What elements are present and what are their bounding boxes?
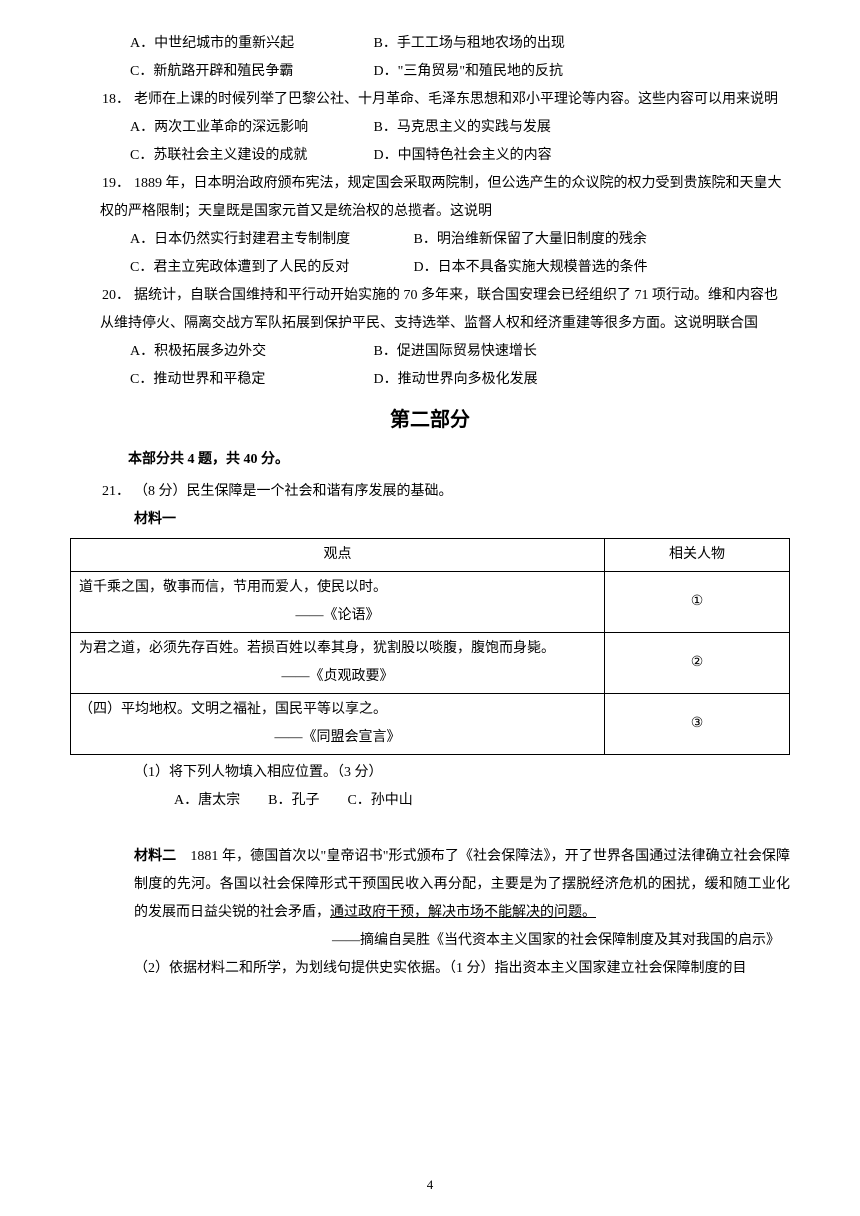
row3-blank: ③ (605, 694, 790, 755)
section2-title: 第二部分 (70, 400, 790, 440)
q18: 18． 老师在上课的时候列举了巴黎公社、十月革命、毛泽东思想和邓小平理论等内容。这… (70, 86, 790, 170)
q19-option-c: C．君主立宪政体遭到了人民的反对 (130, 254, 410, 282)
q18-option-a: A．两次工业革命的深远影响 (130, 114, 370, 142)
q20-option-c: C．推动世界和平稳定 (130, 366, 370, 394)
q20: 20．据统计，自联合国维持和平行动开始实施的 70 多年来，联合国安理会已经组织… (70, 282, 790, 394)
row1-src: ——《论语》 (79, 602, 596, 630)
q20-option-b: B．促进国际贸易快速增长 (374, 338, 537, 366)
q19-stem: 1889 年，日本明治政府颁布宪法，规定国会采取两院制，但公选产生的众议院的权力… (100, 176, 782, 219)
row1-text: 道千乘之国，敬事而信，节用而爱人，使民以时。 (79, 574, 596, 602)
q18-option-c: C．苏联社会主义建设的成就 (130, 142, 370, 170)
th-view: 观点 (71, 539, 605, 572)
th-person: 相关人物 (605, 539, 790, 572)
section2-note: 本部分共 4 题，共 40 分。 (100, 446, 790, 474)
material1-label: 材料一 (134, 506, 790, 534)
q21: 21． （8 分）民生保障是一个社会和谐有序发展的基础。 材料一 观点 相关人物 … (70, 478, 790, 983)
material2-text-underline: 通过政府干预，解决市场不能解决的问题。 (330, 905, 596, 920)
q20-stem: 据统计，自联合国维持和平行动开始实施的 70 多年来，联合国安理会已经组织了 7… (100, 288, 778, 331)
q17-option-a: A．中世纪城市的重新兴起 (130, 30, 370, 58)
row1-blank: ① (605, 572, 790, 633)
q18-option-d: D．中国特色社会主义的内容 (374, 142, 552, 170)
q17-option-b: B．手工工场与租地农场的出现 (374, 30, 565, 58)
q18-num: 18． (100, 86, 130, 114)
material2-src: ——摘编自吴胜《当代资本主义国家的社会保障制度及其对我国的启示》 (134, 927, 780, 955)
row3-view: （四）平均地权。文明之福祉，国民平等以享之。 ——《同盟会宣言》 (71, 694, 605, 755)
q18-stem: 老师在上课的时候列举了巴黎公社、十月革命、毛泽东思想和邓小平理论等内容。这些内容… (134, 92, 778, 107)
q21-sub2: （2）依据材料二和所学，为划线句提供史实依据。（1 分）指出资本主义国家建立社会… (134, 955, 790, 983)
q17-options-cd: C．新航路开辟和殖民争霸 D．"三角贸易"和殖民地的反抗 (70, 58, 790, 86)
q21-num: 21． (100, 478, 130, 506)
q17-option-d: D．"三角贸易"和殖民地的反抗 (374, 58, 564, 86)
row2-src: ——《贞观政要》 (79, 663, 596, 691)
q20-num: 20． (100, 282, 130, 310)
q17-options: A．中世纪城市的重新兴起 B．手工工场与租地农场的出现 (70, 30, 790, 58)
row3-text: （四）平均地权。文明之福祉，国民平等以享之。 (79, 696, 596, 724)
q21-stem: （8 分）民生保障是一个社会和谐有序发展的基础。 (134, 484, 453, 499)
q18-option-b: B．马克思主义的实践与发展 (374, 114, 551, 142)
q19-option-a: A．日本仍然实行封建君主专制制度 (130, 226, 410, 254)
material1-table: 观点 相关人物 道千乘之国，敬事而信，节用而爱人，使民以时。 ——《论语》 ① … (70, 538, 790, 755)
row2-blank: ② (605, 633, 790, 694)
q20-option-d: D．推动世界向多极化发展 (374, 366, 538, 394)
q19-num: 19． (100, 170, 130, 198)
q19-option-b: B．明治维新保留了大量旧制度的残余 (414, 226, 647, 254)
q19: 19．1889 年，日本明治政府颁布宪法，规定国会采取两院制，但公选产生的众议院… (70, 170, 790, 282)
row1-view: 道千乘之国，敬事而信，节用而爱人，使民以时。 ——《论语》 (71, 572, 605, 633)
q21-sub1: （1）将下列人物填入相应位置。（3 分） (134, 759, 790, 787)
material2-label: 材料二 (134, 849, 176, 864)
row2-text: 为君之道，必须先存百姓。若损百姓以奉其身，犹割股以啖腹，腹饱而身毙。 (79, 635, 596, 663)
q19-option-d: D．日本不具备实施大规模普选的条件 (414, 254, 648, 282)
row2-view: 为君之道，必须先存百姓。若损百姓以奉其身，犹割股以啖腹，腹饱而身毙。 ——《贞观… (71, 633, 605, 694)
row3-src: ——《同盟会宣言》 (79, 724, 596, 752)
q17-option-c: C．新航路开辟和殖民争霸 (130, 58, 370, 86)
material2: 材料二 1881 年，德国首次以"皇帝诏书"形式颁布了《社会保障法》，开了世界各… (134, 843, 790, 927)
q21-sub1-options: A．唐太宗 B．孔子 C．孙中山 (134, 787, 790, 815)
page-number: 4 (0, 1172, 860, 1198)
q20-option-a: A．积极拓展多边外交 (130, 338, 370, 366)
